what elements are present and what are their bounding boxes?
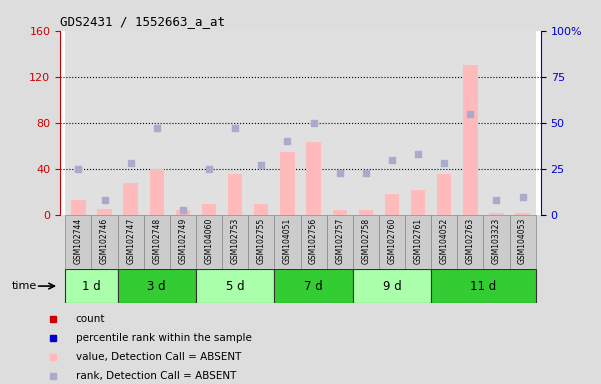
Bar bbox=[437, 174, 451, 215]
Text: GSM104052: GSM104052 bbox=[440, 218, 449, 264]
Bar bbox=[359, 210, 373, 215]
Bar bbox=[300, 215, 326, 269]
Text: GSM102761: GSM102761 bbox=[413, 218, 423, 264]
Bar bbox=[379, 215, 405, 269]
Bar bbox=[510, 31, 535, 215]
Text: GSM102747: GSM102747 bbox=[126, 218, 135, 264]
Text: 1 d: 1 d bbox=[82, 280, 101, 293]
Bar bbox=[353, 31, 379, 215]
Bar bbox=[280, 152, 294, 215]
Bar bbox=[97, 209, 112, 215]
Bar bbox=[326, 215, 353, 269]
Bar bbox=[175, 210, 190, 215]
Bar bbox=[332, 210, 347, 215]
Text: GSM102757: GSM102757 bbox=[335, 218, 344, 264]
Bar bbox=[457, 31, 483, 215]
Bar bbox=[353, 270, 431, 303]
Text: GSM102746: GSM102746 bbox=[100, 218, 109, 264]
Bar bbox=[300, 31, 326, 215]
Bar bbox=[118, 270, 196, 303]
Bar bbox=[457, 215, 483, 269]
Bar bbox=[275, 215, 300, 269]
Bar bbox=[170, 31, 196, 215]
Text: GSM104053: GSM104053 bbox=[518, 218, 527, 264]
Text: time: time bbox=[12, 281, 37, 291]
Bar bbox=[405, 31, 431, 215]
Text: GSM102758: GSM102758 bbox=[361, 218, 370, 264]
Bar bbox=[307, 142, 321, 215]
Bar bbox=[510, 215, 535, 269]
Bar bbox=[326, 31, 353, 215]
Bar bbox=[275, 270, 353, 303]
Bar bbox=[66, 31, 91, 215]
Text: GSM102753: GSM102753 bbox=[231, 218, 240, 264]
Text: GSM102763: GSM102763 bbox=[466, 218, 475, 264]
Bar bbox=[228, 174, 242, 215]
Text: 7 d: 7 d bbox=[304, 280, 323, 293]
Text: value, Detection Call = ABSENT: value, Detection Call = ABSENT bbox=[76, 352, 241, 362]
Bar bbox=[123, 183, 138, 215]
Text: GSM102749: GSM102749 bbox=[178, 218, 188, 264]
Bar bbox=[118, 31, 144, 215]
Bar bbox=[405, 215, 431, 269]
Text: count: count bbox=[76, 314, 105, 324]
Text: 5 d: 5 d bbox=[226, 280, 245, 293]
Bar bbox=[196, 31, 222, 215]
Bar bbox=[275, 31, 300, 215]
Bar bbox=[385, 194, 399, 215]
Bar bbox=[196, 215, 222, 269]
Bar bbox=[222, 215, 248, 269]
Bar bbox=[483, 215, 510, 269]
Text: 9 d: 9 d bbox=[383, 280, 401, 293]
Bar bbox=[196, 270, 275, 303]
Bar bbox=[431, 215, 457, 269]
Text: GSM102756: GSM102756 bbox=[309, 218, 318, 264]
Text: 3 d: 3 d bbox=[147, 280, 166, 293]
Bar bbox=[463, 65, 478, 215]
Text: 11 d: 11 d bbox=[471, 280, 496, 293]
Bar bbox=[91, 31, 118, 215]
Bar bbox=[66, 215, 91, 269]
Text: GSM104051: GSM104051 bbox=[283, 218, 292, 264]
Bar bbox=[483, 31, 510, 215]
Bar bbox=[150, 169, 164, 215]
Text: GSM103323: GSM103323 bbox=[492, 218, 501, 264]
Bar bbox=[222, 31, 248, 215]
Bar bbox=[144, 215, 170, 269]
Text: GSM104060: GSM104060 bbox=[204, 218, 213, 264]
Bar bbox=[431, 31, 457, 215]
Bar bbox=[66, 270, 118, 303]
Text: GSM102744: GSM102744 bbox=[74, 218, 83, 264]
Bar bbox=[144, 31, 170, 215]
Text: GSM102760: GSM102760 bbox=[388, 218, 397, 264]
Text: rank, Detection Call = ABSENT: rank, Detection Call = ABSENT bbox=[76, 371, 236, 381]
Bar bbox=[516, 213, 530, 215]
Bar bbox=[248, 215, 275, 269]
Bar bbox=[353, 215, 379, 269]
Bar bbox=[71, 200, 85, 215]
Bar bbox=[202, 204, 216, 215]
Bar bbox=[431, 270, 535, 303]
Bar bbox=[489, 213, 504, 215]
Text: percentile rank within the sample: percentile rank within the sample bbox=[76, 333, 252, 343]
Bar bbox=[118, 215, 144, 269]
Bar bbox=[411, 190, 426, 215]
Bar bbox=[170, 215, 196, 269]
Bar bbox=[91, 215, 118, 269]
Bar bbox=[379, 31, 405, 215]
Bar bbox=[248, 31, 275, 215]
Text: GSM102748: GSM102748 bbox=[152, 218, 161, 264]
Text: GDS2431 / 1552663_a_at: GDS2431 / 1552663_a_at bbox=[60, 15, 225, 28]
Bar bbox=[254, 204, 269, 215]
Text: GSM102755: GSM102755 bbox=[257, 218, 266, 264]
